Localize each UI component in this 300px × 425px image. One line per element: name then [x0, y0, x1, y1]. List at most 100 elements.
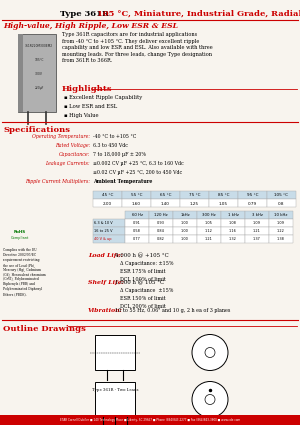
Text: 40 V & up: 40 V & up [94, 237, 112, 241]
Text: 0.77: 0.77 [133, 237, 141, 241]
Bar [267, 191, 296, 199]
Text: ▪ High Value: ▪ High Value [64, 113, 99, 118]
Bar [173, 227, 197, 235]
Text: Load Life:: Load Life: [88, 253, 123, 258]
Text: 16 to 25 V: 16 to 25 V [94, 229, 112, 233]
Text: Compliant: Compliant [11, 236, 29, 240]
Bar [221, 211, 245, 219]
Text: 105 °C, Miniature, Industrial Grade, Radial Leaded: 105 °C, Miniature, Industrial Grade, Rad… [97, 10, 300, 18]
Bar [269, 219, 293, 227]
Text: 2.00: 2.00 [103, 201, 112, 206]
Bar [245, 235, 269, 243]
Text: 0.91: 0.91 [133, 221, 141, 225]
Text: 55 °C: 55 °C [131, 193, 142, 197]
Bar [125, 219, 149, 227]
Bar [197, 227, 221, 235]
Text: 0.93: 0.93 [157, 221, 165, 225]
Text: ▪ Excellent Ripple Capability: ▪ Excellent Ripple Capability [64, 95, 142, 100]
Text: ▪ Low ESR and ESL: ▪ Low ESR and ESL [64, 104, 117, 109]
Bar [149, 219, 173, 227]
Text: Type 361R: Type 361R [60, 10, 112, 18]
Text: Outline Drawings: Outline Drawings [3, 325, 86, 333]
Text: 0.84: 0.84 [157, 229, 165, 233]
Text: Type 361R - Two Leads: Type 361R - Two Leads [92, 388, 138, 392]
Text: 1.09: 1.09 [277, 221, 285, 225]
Text: ESR 150% of limit: ESR 150% of limit [120, 296, 166, 301]
Text: 1.16: 1.16 [229, 229, 237, 233]
Text: Specifications: Specifications [3, 126, 70, 134]
Text: DCL 100% of limit: DCL 100% of limit [120, 277, 166, 282]
Bar [180, 199, 209, 207]
Text: 1.38: 1.38 [277, 237, 285, 241]
Text: 85 °C: 85 °C [218, 193, 229, 197]
Bar [18, 34, 23, 112]
Bar [0, 415, 300, 425]
Text: 300 Hz: 300 Hz [202, 213, 216, 217]
Text: 1kHz: 1kHz [180, 213, 190, 217]
Text: RoHS: RoHS [14, 230, 26, 234]
Text: 3 kHz: 3 kHz [252, 213, 262, 217]
Text: 0.79: 0.79 [248, 201, 257, 206]
Bar [125, 227, 149, 235]
Text: 60 Hz: 60 Hz [131, 213, 142, 217]
Bar [18, 34, 56, 112]
Text: Ambient Temperature: Ambient Temperature [93, 179, 152, 184]
Bar [173, 211, 197, 219]
Bar [197, 219, 221, 227]
Bar [149, 211, 173, 219]
Text: 1.00: 1.00 [181, 221, 189, 225]
Bar [125, 235, 149, 243]
Text: 6.3 to 450 Vdc: 6.3 to 450 Vdc [93, 143, 128, 148]
Text: High-value, High Ripple, Low ESR & ESL: High-value, High Ripple, Low ESR & ESL [3, 22, 178, 30]
Text: 75 °C: 75 °C [189, 193, 200, 197]
Bar [122, 199, 151, 207]
Bar [95, 335, 135, 370]
Text: ESR 175% of limit: ESR 175% of limit [120, 269, 166, 274]
Bar [93, 191, 122, 199]
Text: 1.21: 1.21 [205, 237, 213, 241]
Text: 1.32: 1.32 [229, 237, 237, 241]
Text: 10 to 55 Hz, 0.06" and 10 g, 2 h ea of 3 planes: 10 to 55 Hz, 0.06" and 10 g, 2 h ea of 3… [115, 308, 230, 313]
Bar [209, 199, 238, 207]
Text: Highlights: Highlights [62, 85, 112, 93]
Text: 1.09: 1.09 [253, 221, 261, 225]
Bar [269, 235, 293, 243]
Text: Ripple Current Multipliers:: Ripple Current Multipliers: [25, 179, 90, 184]
Text: 0.58: 0.58 [133, 229, 141, 233]
Circle shape [192, 334, 228, 371]
Text: Leakage Currents:: Leakage Currents: [45, 161, 90, 166]
Text: 120 Hz: 120 Hz [154, 213, 168, 217]
Bar [269, 211, 293, 219]
Text: Vibration:: Vibration: [88, 308, 123, 313]
Text: 4,000 h @ +105 °C: 4,000 h @ +105 °C [115, 253, 169, 258]
Text: 1.05: 1.05 [219, 201, 228, 206]
Bar [197, 235, 221, 243]
Bar [269, 227, 293, 235]
Bar [149, 227, 173, 235]
Bar [122, 191, 151, 199]
Text: 0.82: 0.82 [157, 237, 165, 241]
Bar [209, 191, 238, 199]
Text: 1.12: 1.12 [205, 229, 213, 233]
Bar [95, 382, 135, 417]
Bar [221, 227, 245, 235]
Bar [173, 235, 197, 243]
Text: 1.25: 1.25 [190, 201, 199, 206]
Text: Δ Capacitance  ±15%: Δ Capacitance ±15% [120, 288, 173, 293]
Text: 1.60: 1.60 [132, 201, 141, 206]
Circle shape [205, 348, 215, 357]
Bar [149, 235, 173, 243]
Text: 1.00: 1.00 [181, 237, 189, 241]
Bar [267, 199, 296, 207]
Circle shape [205, 394, 215, 405]
Text: 6.3 & 10 V: 6.3 & 10 V [94, 221, 112, 225]
Text: -40 °C to +105 °C: -40 °C to +105 °C [93, 134, 136, 139]
Text: Operating Temperature:: Operating Temperature: [32, 134, 90, 139]
Text: 1.21: 1.21 [253, 229, 261, 233]
Text: 1 kHz: 1 kHz [228, 213, 238, 217]
Text: 45 °C: 45 °C [102, 193, 113, 197]
Bar [93, 227, 125, 235]
Text: ≤0.002 CV µF +25 °C, 6.3 to 160 Vdc: ≤0.002 CV µF +25 °C, 6.3 to 160 Vdc [93, 161, 184, 166]
Text: 1.08: 1.08 [229, 221, 237, 225]
Bar [197, 211, 221, 219]
